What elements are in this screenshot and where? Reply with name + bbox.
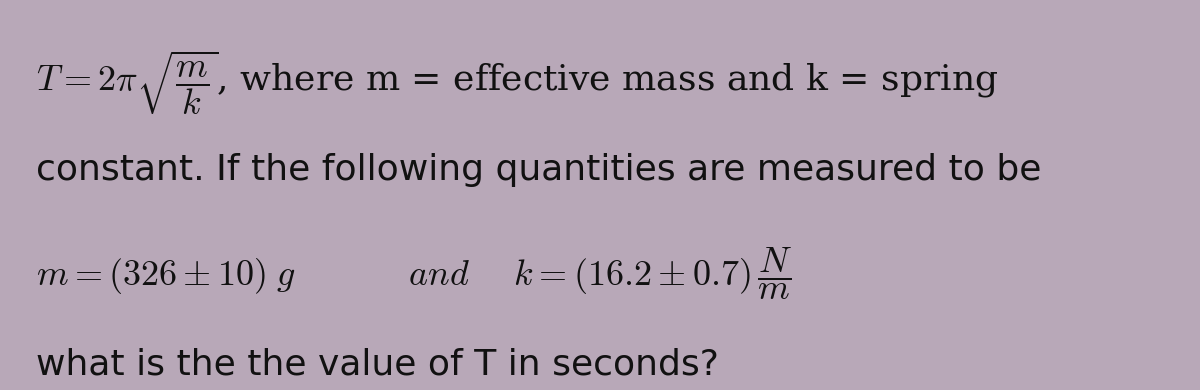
- Text: what is the the value of T in seconds?: what is the the value of T in seconds?: [36, 347, 719, 381]
- Text: $\mathit{T} = 2\pi\sqrt{\dfrac{m}{k}}$, where m = effective mass and k = spring: $\mathit{T} = 2\pi\sqrt{\dfrac{m}{k}}$, …: [36, 48, 998, 117]
- Text: constant. If the following quantities are measured to be: constant. If the following quantities ar…: [36, 152, 1040, 186]
- Text: $\mathit{m} = (326 \pm 10)\;g$          $\mathit{and}$    $\mathit{k} = (16.2 \p: $\mathit{m} = (326 \pm 10)\;g$ $\mathit{…: [36, 246, 792, 303]
